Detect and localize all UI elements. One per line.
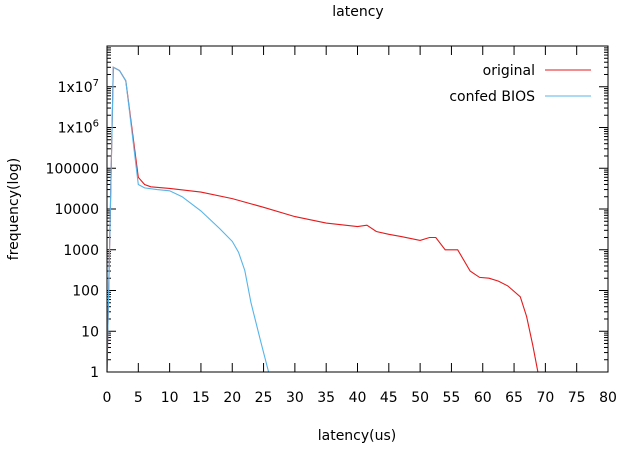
y-tick-base: 1x10: [58, 121, 93, 137]
x-tick-label: 10: [161, 390, 179, 406]
y-tick-label: 1x106: [58, 119, 99, 137]
x-tick-label: 60: [474, 390, 492, 406]
x-tick-label: 40: [349, 390, 367, 406]
plot-frame: [106, 45, 609, 373]
x-tick-label: 15: [192, 390, 210, 406]
x-axis-label: latency(us): [318, 428, 397, 444]
x-tick-label: 35: [317, 390, 335, 406]
x-tick-label: 80: [599, 390, 617, 406]
x-tick-label: 70: [536, 390, 554, 406]
y-tick-base: 1x10: [58, 80, 93, 96]
x-tick-label: 30: [286, 390, 304, 406]
y-tick-label: 1x107: [58, 78, 99, 96]
series-line-1: [106, 66, 270, 373]
y-tick-label: 1: [90, 365, 99, 381]
legend-label: confed BIOS: [449, 89, 535, 105]
y-tick-label: 100000: [46, 161, 99, 177]
y-tick-label: 10: [81, 324, 99, 340]
x-tick-label: 45: [380, 390, 398, 406]
x-tick-label: 50: [411, 390, 429, 406]
chart-title: latency: [332, 4, 383, 20]
y-tick-label: 1000: [63, 243, 99, 259]
x-tick-label: 55: [443, 390, 461, 406]
x-tick-label: 25: [255, 390, 273, 406]
y-tick-label: 100: [72, 284, 99, 300]
x-tick-label: 5: [134, 390, 143, 406]
y-tick-label: 10000: [54, 202, 99, 218]
y-axis-label: frequency(log): [6, 158, 22, 260]
x-tick-label: 75: [568, 390, 586, 406]
y-tick-exp: 7: [93, 78, 99, 89]
x-tick-label: 0: [103, 390, 112, 406]
x-tick-label: 65: [505, 390, 523, 406]
y-tick-exp: 6: [93, 119, 99, 130]
legend-label: original: [483, 63, 535, 79]
x-tick-label: 20: [223, 390, 241, 406]
series-line-0: [106, 66, 539, 373]
